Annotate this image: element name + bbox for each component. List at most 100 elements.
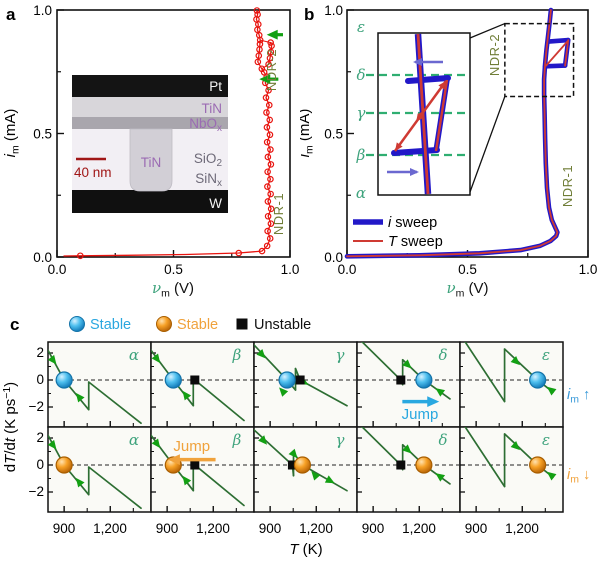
inset-jump-low	[391, 147, 440, 156]
b-xtick: 0.0	[338, 262, 357, 277]
data-point-circle	[266, 235, 274, 242]
arrowhead	[75, 392, 85, 403]
tin-label: TiN	[202, 101, 223, 116]
mini-panel-label: δ	[438, 431, 447, 449]
data-point-circle	[255, 31, 263, 39]
c-ytick: −2	[29, 484, 44, 499]
panel-a: a 1.0 0.5 0.0 0.0 0.5 1.0 im (mA) νm (V)…	[2, 3, 299, 300]
data-point-circle	[264, 168, 271, 176]
inset-right-branch-red	[434, 79, 449, 152]
data-point-circle	[264, 153, 272, 161]
hysteresis-connector	[261, 63, 270, 70]
sinx-label: SiNx	[195, 171, 222, 189]
c-xtick: 900	[53, 521, 76, 536]
red-arrowhead	[395, 142, 403, 151]
im-down-label: im ↓	[567, 467, 590, 486]
panel-c-grid: α β γ δ ε Jump α 900 1,200 β 900 1,200 γ 900 1,200 δ 900…	[47, 341, 564, 536]
c-xtick: 1,200	[299, 521, 333, 536]
data-point-circle	[263, 124, 271, 131]
hysteresis-connector	[259, 39, 272, 44]
data-point-circle	[263, 109, 270, 116]
arrowhead	[182, 390, 192, 401]
data-point-circle	[263, 242, 271, 250]
a-xtick: 0.5	[164, 262, 183, 277]
jump-annotation-label: Jump	[173, 438, 210, 455]
jump-annotation-label: Jump	[402, 406, 439, 423]
arrowhead	[151, 438, 161, 449]
red-arrowhead	[416, 113, 424, 122]
unstable-marker	[236, 318, 248, 330]
arrowhead	[182, 475, 192, 486]
c-xlabel: T (K)	[289, 541, 322, 558]
c-xtick: 1,200	[196, 521, 230, 536]
data-point-circle	[267, 161, 275, 168]
data-point-circle	[267, 175, 274, 183]
panel-letter-c: c	[10, 315, 19, 334]
greek-beta: β	[356, 146, 366, 164]
stable-orange-label: Stable	[177, 317, 218, 333]
data-point-circle	[264, 183, 271, 190]
arrowhead	[259, 74, 271, 85]
t-sweep-diagonal	[545, 40, 569, 67]
mini-panel-label: α	[129, 431, 139, 449]
red-arrowhead	[438, 81, 446, 90]
panel-b: b ε δ γ β α	[300, 3, 597, 300]
greek-epsilon: ε	[357, 18, 365, 36]
pt-label: Pt	[209, 79, 222, 94]
data-point-circle	[255, 52, 263, 59]
c-xtick: 1,200	[402, 521, 436, 536]
arrowhead	[510, 441, 520, 451]
mini-panel-label: ε	[542, 431, 550, 449]
mini-panel-label: δ	[438, 346, 447, 364]
stable-blue-marker	[69, 316, 85, 332]
data-point-circle	[258, 65, 266, 73]
unstable-point	[396, 375, 406, 385]
b-ndr2-label: NDR-2	[487, 34, 502, 76]
unstable-label: Unstable	[254, 317, 311, 333]
arrowhead	[546, 471, 557, 481]
a-ytick: 1.0	[33, 3, 52, 18]
data-point-circle	[264, 212, 272, 220]
greek-gamma: γ	[357, 104, 366, 122]
c-xtick: 1,200	[505, 521, 539, 536]
tem-inset: 40 nm Pt TiN NbOx TiN SiO2 SiNx W	[72, 75, 228, 213]
c-ytick: 0	[36, 372, 44, 387]
mini-panel-label: β	[232, 431, 242, 449]
data-point-circle	[262, 94, 270, 101]
b-ylabel: im (mA)	[300, 109, 316, 158]
i-sweep-jump-low	[542, 63, 568, 69]
data-point-circle	[265, 61, 272, 68]
hysteresis-connector	[257, 61, 263, 70]
red-arrowhead	[417, 110, 425, 119]
data-point-circle	[253, 7, 261, 14]
data-point-circle	[266, 131, 274, 139]
arrowhead	[266, 29, 278, 40]
arrowhead	[435, 388, 446, 397]
data-point-circle	[267, 48, 275, 56]
mini-panel-frame	[356, 426, 461, 513]
im-up-label: im ↑	[567, 387, 590, 406]
mini-panel-label: γ	[336, 346, 345, 364]
arrowhead	[324, 475, 335, 484]
stable-point	[415, 456, 433, 474]
panel-b-inset: ε δ γ β α	[356, 18, 471, 202]
b-ytick: 0.5	[324, 127, 343, 142]
data-point-circle	[265, 101, 273, 109]
b-xlabel: νm (V)	[446, 279, 488, 300]
stable-point	[55, 371, 73, 389]
unstable-point	[287, 460, 297, 470]
b-xtick: 0.5	[458, 262, 477, 277]
b-ytick: 1.0	[324, 3, 343, 18]
data-point-circle	[267, 220, 275, 227]
arrowhead	[311, 471, 321, 481]
mini-panel-label: γ	[336, 431, 345, 449]
arrowhead	[47, 439, 57, 450]
t-sweep-curve	[346, 9, 559, 258]
arrowhead	[47, 354, 57, 365]
tin-plug	[129, 128, 173, 192]
a-ytick: 0.0	[33, 250, 52, 265]
data-point-circle	[254, 11, 261, 18]
stable-point	[55, 456, 73, 474]
a-ndr1-label: NDR-1	[271, 193, 286, 235]
